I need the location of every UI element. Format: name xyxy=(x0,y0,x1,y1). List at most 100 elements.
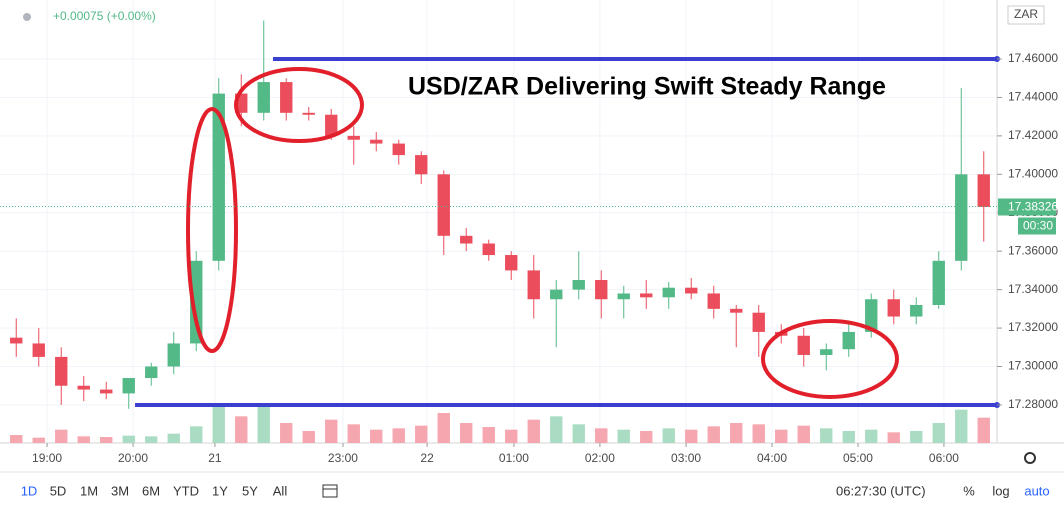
candle-body xyxy=(280,82,293,113)
candle-body xyxy=(887,299,900,317)
clock: 06:27:30 (UTC) xyxy=(836,483,926,498)
candle-body xyxy=(415,155,428,175)
change-label: +0.00075 (+0.00%) xyxy=(53,9,156,23)
settings-icon[interactable] xyxy=(1024,452,1036,464)
candle-body xyxy=(550,289,563,300)
timeframe-button[interactable]: 6M xyxy=(142,483,160,498)
toolbar: 1D 5D 1M 3M 6M YTD 1Y 5Y All% log auto xyxy=(21,483,1050,498)
candle-body xyxy=(527,270,540,300)
currency-box xyxy=(1007,5,1045,25)
last-price-label: 17.38326 xyxy=(1008,200,1058,214)
candle-body xyxy=(370,139,383,144)
volume xyxy=(10,403,990,443)
volume-bar xyxy=(460,423,473,443)
candle-body xyxy=(190,260,203,344)
date-range-icon[interactable] xyxy=(322,484,338,498)
candle-body xyxy=(752,312,765,332)
timeframe-button[interactable]: 1Y xyxy=(212,483,228,498)
candle-body xyxy=(842,331,855,350)
candle-body xyxy=(145,366,158,379)
volume-bar xyxy=(617,429,630,443)
candle-body xyxy=(505,255,518,271)
volume-bar xyxy=(977,417,990,443)
candle-body xyxy=(865,299,878,332)
volume-bar xyxy=(145,436,158,443)
chart-title: USD/ZAR Delivering Swift Steady Range xyxy=(408,73,886,101)
candle-body xyxy=(482,243,495,256)
candle-body xyxy=(302,112,315,115)
highlight-ellipse xyxy=(186,107,238,353)
candle-body xyxy=(932,260,945,306)
volume-bar xyxy=(932,423,945,443)
candles xyxy=(10,20,990,409)
volume-bar xyxy=(685,429,698,443)
candle-body xyxy=(32,343,45,357)
timeframe-button[interactable]: 5D xyxy=(50,483,67,498)
last-price-box xyxy=(998,198,1056,216)
volume-bar xyxy=(302,431,315,443)
candle-body xyxy=(955,174,968,261)
candle-body xyxy=(595,280,608,300)
volume-bar xyxy=(887,432,900,443)
candle-body xyxy=(685,287,698,294)
candle-body xyxy=(10,337,23,344)
scale-button[interactable]: % xyxy=(963,483,975,498)
status-dot xyxy=(23,13,31,21)
candle-body xyxy=(662,287,675,298)
x-tick-label: 21 xyxy=(208,451,222,465)
volume-bar xyxy=(257,406,270,443)
candle-body xyxy=(730,308,743,313)
volume-bar xyxy=(730,423,743,443)
candle-body xyxy=(460,235,473,244)
volume-bar xyxy=(77,436,90,443)
y-tick-label: 17.40000 xyxy=(1008,166,1058,180)
candle-body xyxy=(55,356,68,386)
y-tick-label: 17.46000 xyxy=(1008,51,1058,65)
timeframe-button[interactable]: 1M xyxy=(80,483,98,498)
volume-bar xyxy=(392,428,405,443)
volume-bar xyxy=(707,426,720,443)
volume-bar xyxy=(370,429,383,443)
timeframe-button[interactable]: 3M xyxy=(111,483,129,498)
volume-bar xyxy=(955,409,968,443)
volume-bar xyxy=(527,419,540,443)
volume-bar xyxy=(325,419,338,443)
volume-bar xyxy=(100,437,113,443)
volume-bar xyxy=(122,435,135,443)
x-tick-label: 01:00 xyxy=(499,451,529,465)
volume-bar xyxy=(190,426,203,443)
gear[interactable] xyxy=(1024,452,1036,464)
volume-bar xyxy=(550,416,563,443)
timeframe-button[interactable]: All xyxy=(273,483,288,498)
scale-button[interactable]: auto xyxy=(1024,483,1049,498)
y-tick-label: 17.42000 xyxy=(1008,128,1058,142)
candle-body xyxy=(437,174,450,236)
volume-bar xyxy=(415,425,428,443)
volume-bar xyxy=(482,427,495,443)
candle-body xyxy=(977,174,990,207)
candle-body xyxy=(212,93,225,261)
timeframe-button[interactable]: 5Y xyxy=(242,483,258,498)
volume-bar xyxy=(842,431,855,443)
volume-bar xyxy=(437,413,450,443)
volume-bar xyxy=(797,425,810,443)
candle-body xyxy=(77,385,90,390)
y-tick-label: 17.30000 xyxy=(1008,359,1058,373)
scale-button[interactable]: log xyxy=(992,483,1009,498)
timeframe-button[interactable]: YTD xyxy=(173,483,199,498)
timeframe-button[interactable]: 1D xyxy=(21,483,38,498)
candle-body xyxy=(122,378,135,394)
candle-body xyxy=(572,280,585,290)
highlight-ellipse xyxy=(234,67,364,143)
y-tick-label: 17.32000 xyxy=(1008,320,1058,334)
candle-body xyxy=(910,305,923,317)
candle-body xyxy=(100,389,113,394)
x-tick-label: 22 xyxy=(420,451,434,465)
annotations xyxy=(135,56,1000,408)
candle-body xyxy=(820,349,833,355)
volume-bar xyxy=(640,431,653,443)
volume-bar xyxy=(32,437,45,443)
y-tick-label: 17.34000 xyxy=(1008,282,1058,296)
